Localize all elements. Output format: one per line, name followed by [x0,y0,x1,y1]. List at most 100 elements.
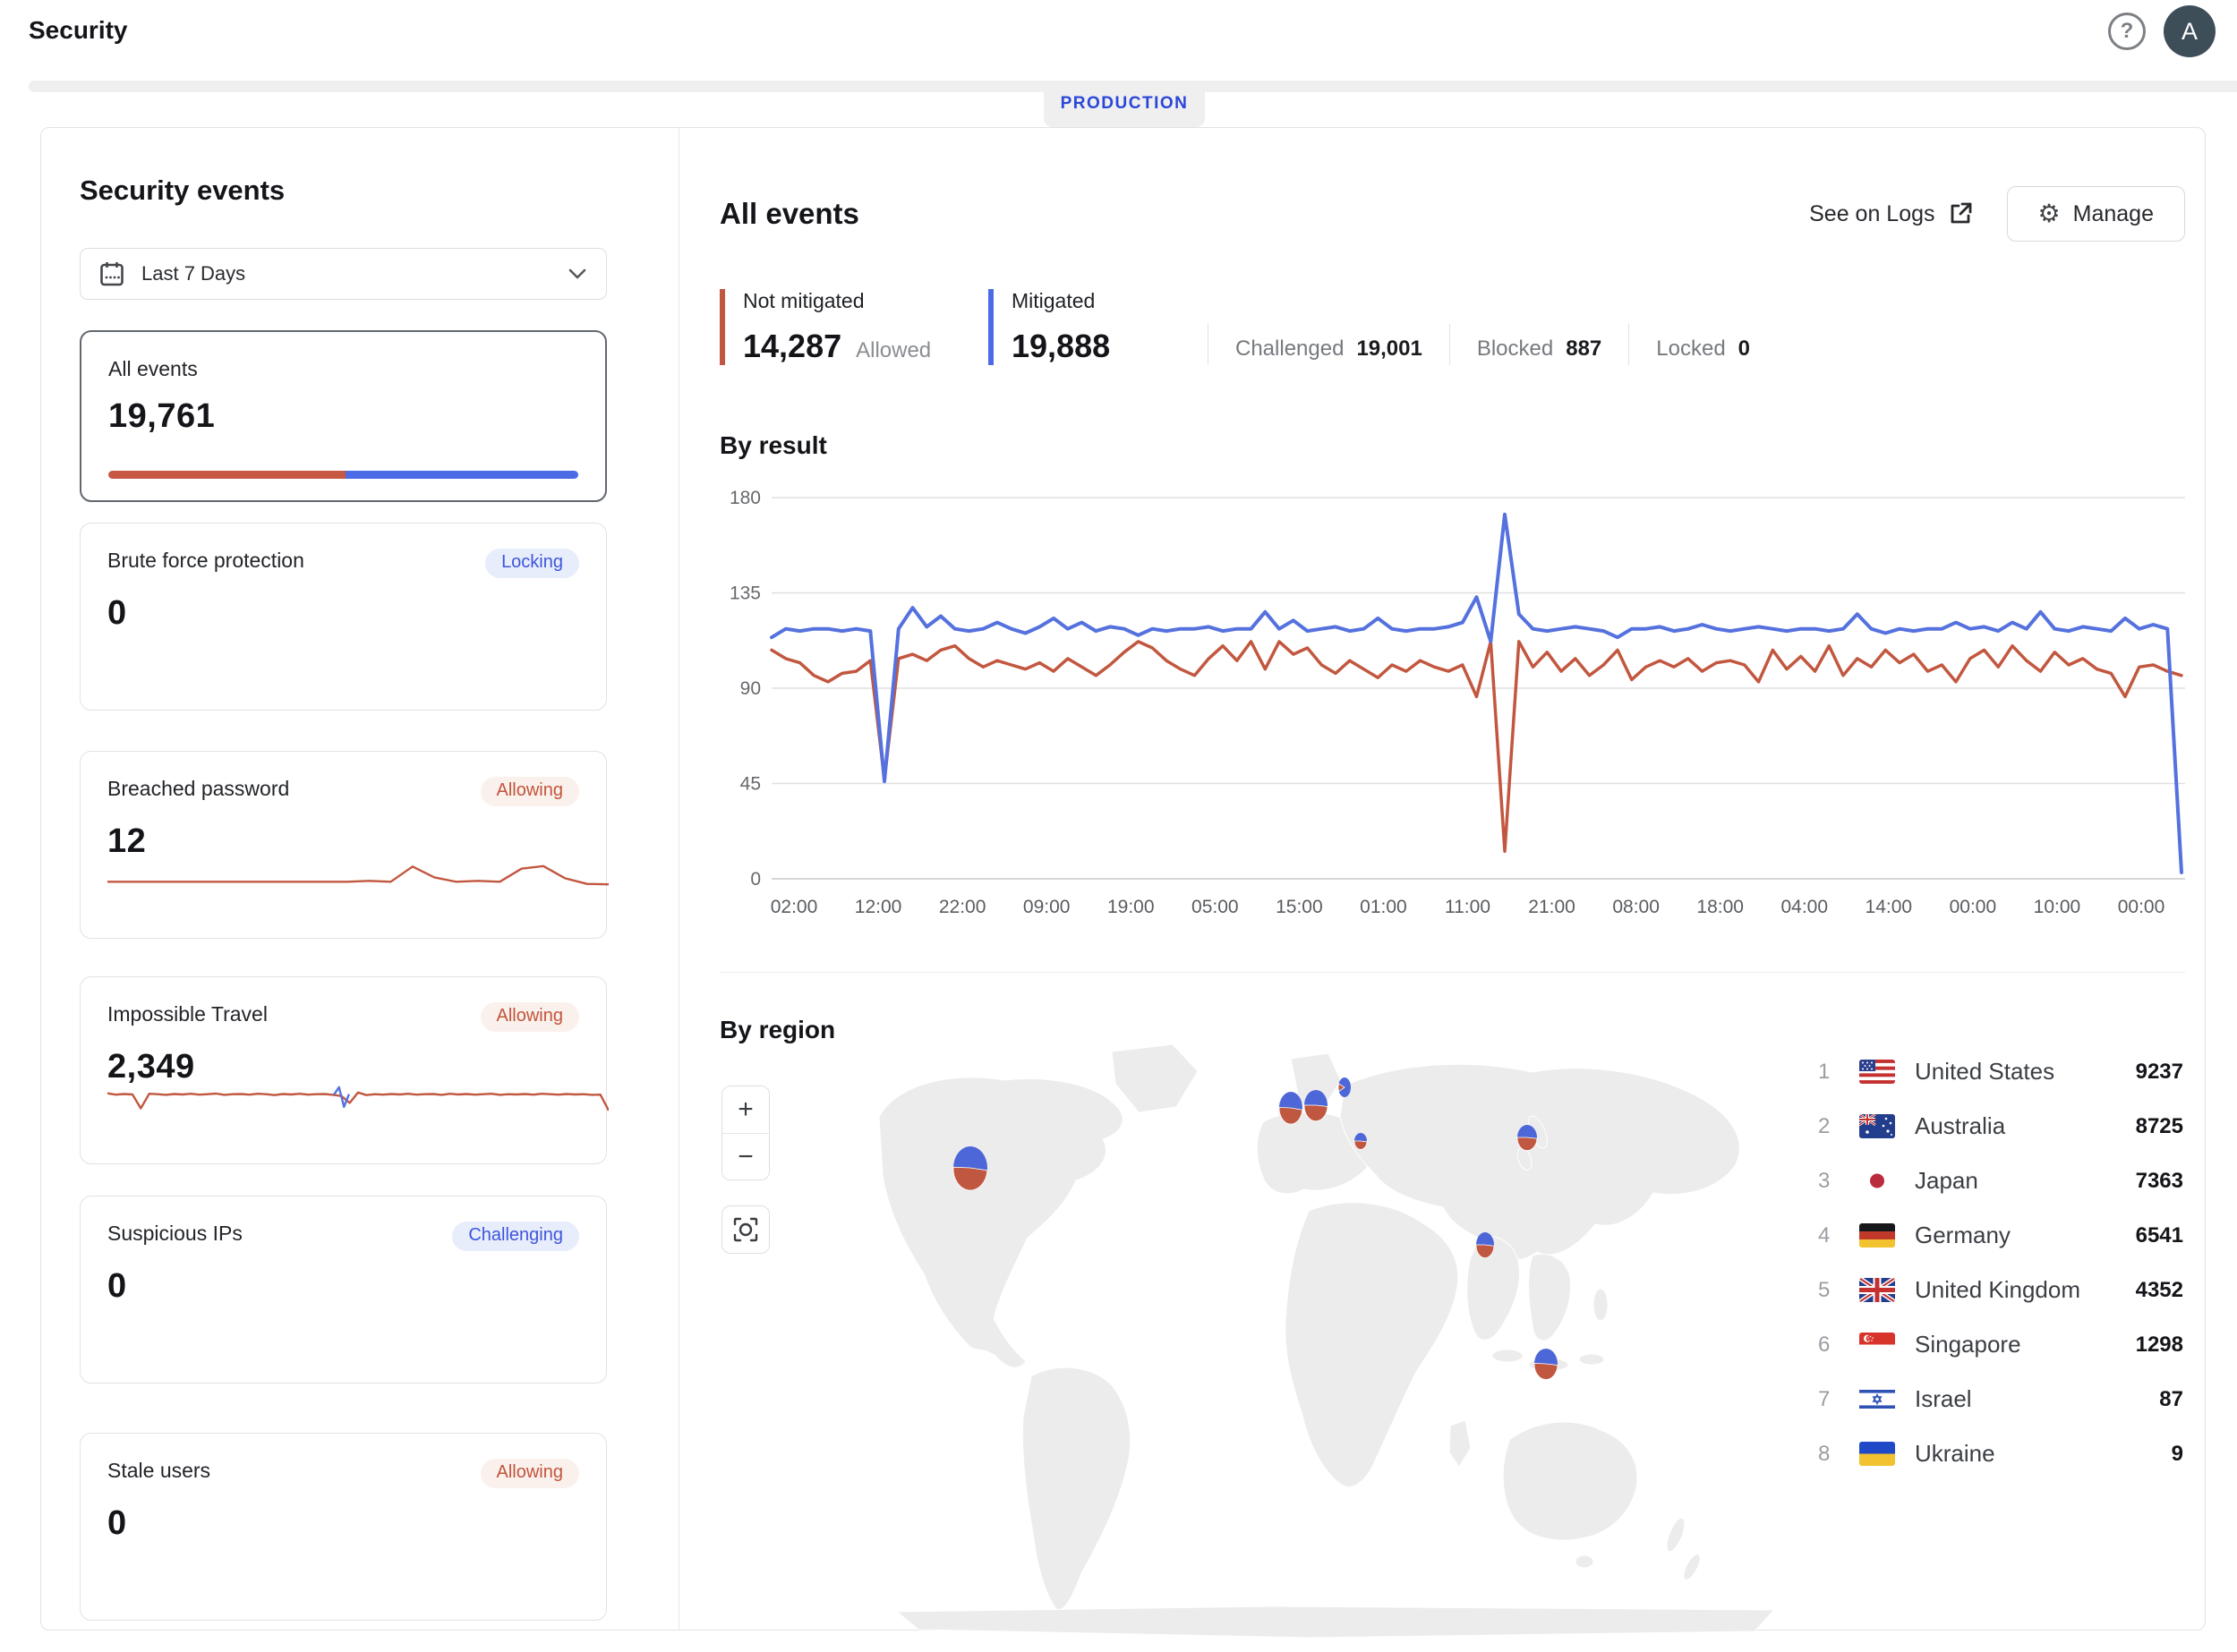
main-title: All events [720,197,859,230]
country-row-japan: 3 Japan 7363 [1818,1154,2183,1208]
gear-icon: ⚙ [2037,200,2061,227]
mitigated-segment [345,471,578,479]
continent-antarctica [895,1605,1776,1639]
flag-japan-icon [1859,1169,1895,1193]
section-divider [720,972,2185,973]
continent-greenland [1111,1043,1199,1113]
date-range-select[interactable]: Last 7 Days [80,248,607,300]
country-row-australia: 2 Australia 8725 [1818,1099,2183,1154]
card-value: 19,761 [108,397,216,435]
continent-south-america [1021,1367,1131,1611]
island-tasmania [1575,1554,1594,1569]
country-value: 8725 [2135,1113,2183,1138]
continent-africa [1285,1202,1459,1488]
svg-text:21:00: 21:00 [1528,897,1575,917]
island-philippines [1592,1288,1609,1322]
svg-text:04:00: 04:00 [1780,897,1828,917]
island-indonesia-3 [1578,1353,1605,1366]
map-zoom-controls: + − [721,1086,770,1180]
card-value: 2,349 [107,1048,195,1086]
country-row-ukraine: 8 Ukraine 9 [1818,1426,2183,1481]
stat-value: 0 [1738,336,1751,361]
stat-divider [1628,324,1630,365]
date-range-value: Last 7 Days [141,262,246,285]
card-brute-force-protection[interactable]: Brute force protection Locking 0 [80,523,607,711]
continent-australia [1502,1421,1638,1541]
country-row-israel: 7 Israel 87 [1818,1372,2183,1426]
stat-label: Challenged [1235,336,1345,361]
flag-united-kingdom-icon [1859,1278,1895,1302]
sidebar-title: Security events [80,175,286,206]
flag-germany-icon [1859,1223,1895,1248]
card-value: 0 [107,1267,127,1305]
country-row-germany: 4 Germany 6541 [1818,1208,2183,1263]
card-label: Stale users [107,1459,211,1482]
country-value: 87 [2159,1386,2183,1411]
card-suspicious-ips[interactable]: Suspicious IPs Challenging 0 [80,1196,607,1384]
stat-value: 19,888 [1012,328,1111,364]
country-rank: 7 [1818,1386,1831,1411]
avatar[interactable]: A [2164,5,2216,57]
svg-text:15:00: 15:00 [1276,897,1323,917]
status-badge: Locking [485,549,579,578]
status-badge: Allowing [480,1002,579,1032]
country-value: 9237 [2135,1059,2183,1084]
svg-text:10:00: 10:00 [2034,897,2081,917]
stat-value: 14,287 [743,328,842,364]
manage-button[interactable]: ⚙ Manage [2006,186,2185,242]
country-name: Australia [1915,1112,2006,1139]
country-row-singapore: 6 Singapore 1298 [1818,1317,2183,1372]
by-region-country-list: 1 United States 9237 2 [1818,1044,2183,1481]
card-stale-users[interactable]: Stale users Allowing 0 [80,1433,607,1621]
country-name: United Kingdom [1915,1276,2080,1303]
map-zoom-out-button[interactable]: − [722,1133,769,1179]
country-name: Singapore [1915,1331,2021,1358]
svg-text:45: 45 [740,774,761,795]
stat-value: 887 [1566,336,1602,361]
see-on-logs-link[interactable]: See on Logs [1809,201,1972,227]
svg-text:02:00: 02:00 [771,897,818,917]
flag-australia-icon [1859,1114,1895,1138]
security-events-sidebar: Security events Last 7 Days All events 1… [41,128,679,1630]
card-label: All events [108,357,198,380]
svg-text:00:00: 00:00 [1950,897,1997,917]
card-breached-password[interactable]: Breached password Allowing 12 [80,751,609,939]
country-value: 9 [2171,1441,2183,1466]
continent-north-america [878,1077,1123,1368]
world-map[interactable] [843,1032,1828,1640]
flag-ukraine-icon [1859,1442,1895,1466]
by-result-title: By result [720,431,827,459]
country-value: 7363 [2135,1168,2183,1193]
environment-tab-production[interactable]: PRODUCTION [1044,81,1205,127]
continent-asia [1339,1063,1740,1260]
country-name: Japan [1915,1167,1978,1194]
stat-divider [1448,324,1450,365]
page-title: Security [29,16,128,44]
stat-challenged: Challenged 19,001 [1235,336,1422,365]
country-row-united-kingdom: 5 United Kingdom 4352 [1818,1263,2183,1317]
country-rank: 5 [1818,1277,1831,1302]
island-madagascar [1448,1419,1472,1468]
svg-text:12:00: 12:00 [855,897,902,917]
svg-text:135: 135 [730,583,761,604]
status-badge: Allowing [480,777,579,806]
card-all-events[interactable]: All events 19,761 [80,330,607,502]
map-recenter-button[interactable] [721,1205,770,1254]
svg-text:19:00: 19:00 [1107,897,1155,917]
stat-not-mitigated: Not mitigated 14,287 Allowed [720,289,988,365]
country-rank: 8 [1818,1441,1831,1466]
mitigation-split-bar [108,471,578,479]
map-zoom-in-button[interactable]: + [722,1086,769,1133]
stat-locked: Locked 0 [1656,336,1750,365]
help-icon[interactable]: ? [2108,13,2146,50]
card-impossible-travel[interactable]: Impossible Travel Allowing 2,349 [80,976,609,1164]
manage-label: Manage [2072,200,2154,226]
card-label: Brute force protection [107,549,304,572]
chevron-down-icon [568,268,586,279]
flag-israel-icon [1859,1387,1895,1411]
svg-text:08:00: 08:00 [1612,897,1660,917]
status-badge: Allowing [480,1459,579,1488]
island-new-zealand-2 [1683,1554,1701,1580]
subcontinent-india [1466,1235,1521,1341]
stat-mitigated: Mitigated 19,888 [988,289,1145,365]
